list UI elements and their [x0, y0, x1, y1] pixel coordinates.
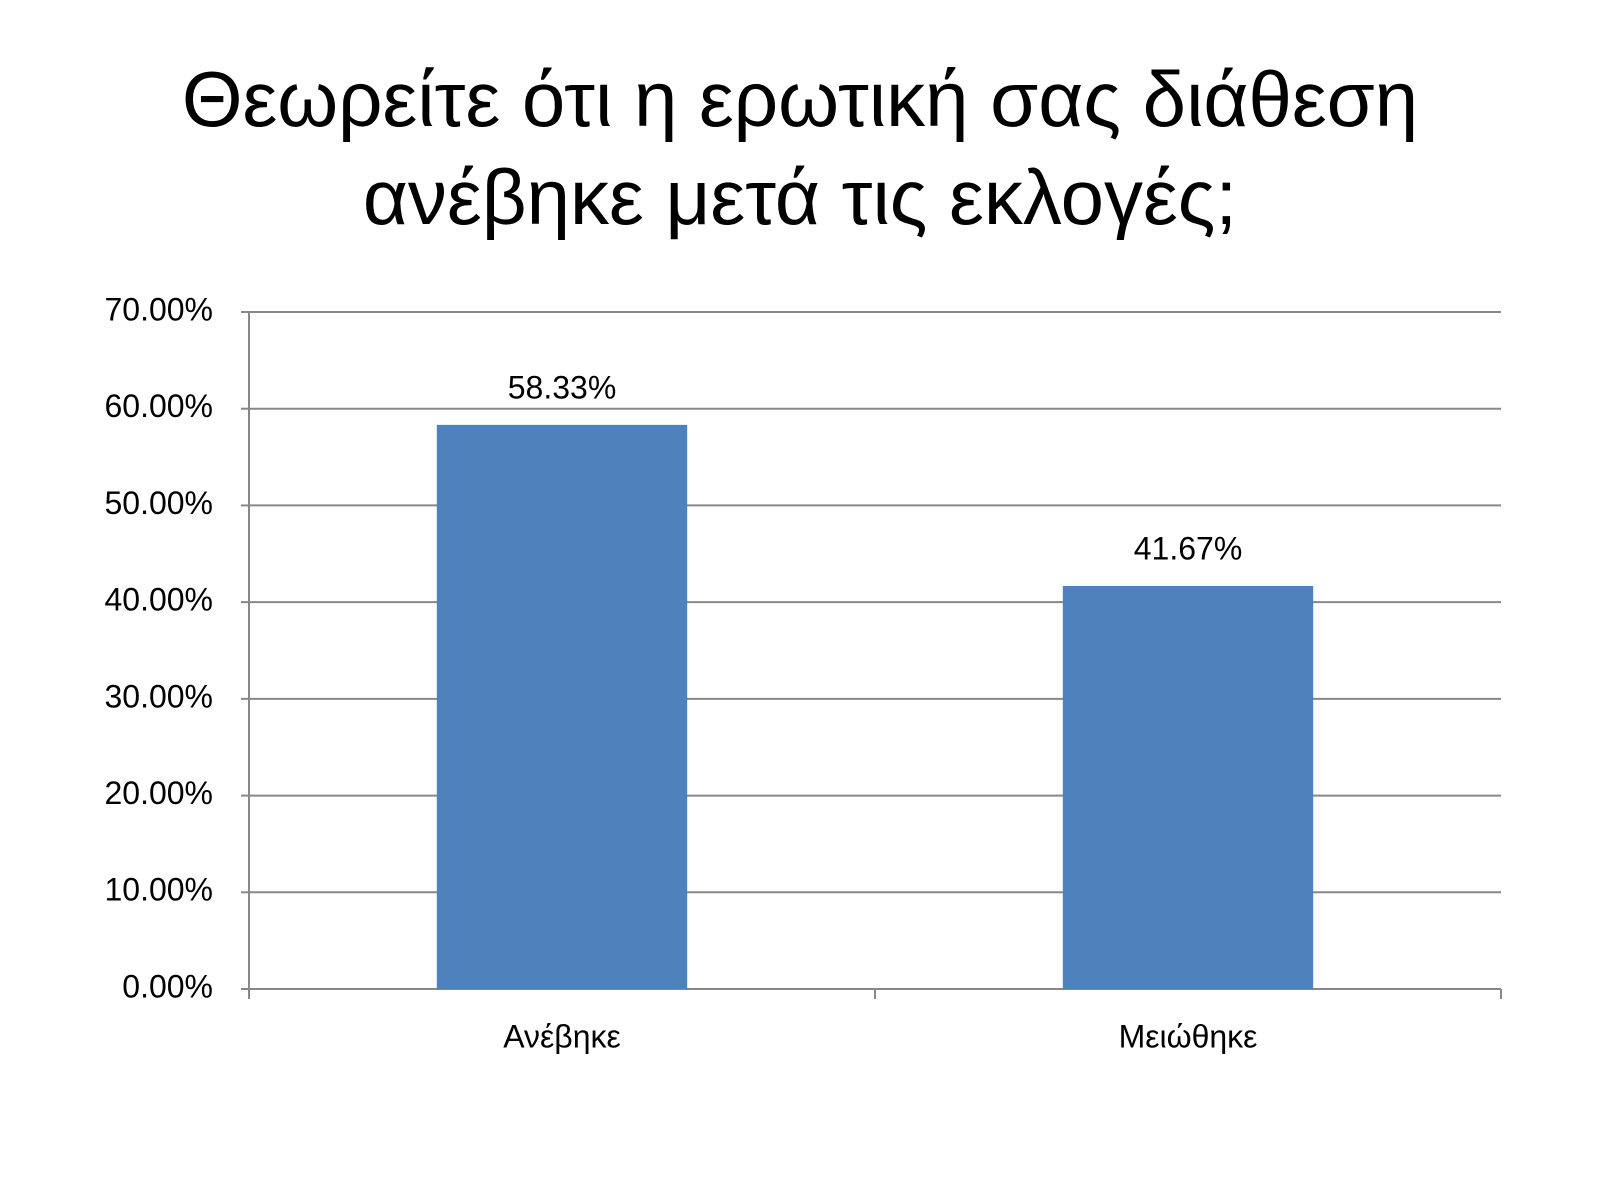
data-label: 58.33% — [508, 369, 617, 405]
y-tick-label: 0.00% — [122, 968, 213, 1004]
x-tick-label: Ανέβηκε — [503, 1018, 621, 1054]
y-tick-label: 50.00% — [104, 485, 213, 521]
y-tick-label: 40.00% — [104, 582, 213, 618]
y-tick-label: 20.00% — [104, 775, 213, 811]
y-tick-label: 60.00% — [104, 388, 213, 424]
y-tick-label: 10.00% — [104, 872, 213, 908]
chart-title: Θεωρείτε ότι η ερωτική σας διάθεση ανέβη… — [181, 55, 1419, 241]
bar — [436, 424, 688, 989]
y-tick-label: 70.00% — [104, 291, 213, 327]
y-tick-label: 30.00% — [104, 678, 213, 714]
x-tick-label: Μειώθηκε — [1119, 1018, 1258, 1054]
bar — [1062, 585, 1314, 989]
data-label: 41.67% — [1134, 530, 1243, 566]
